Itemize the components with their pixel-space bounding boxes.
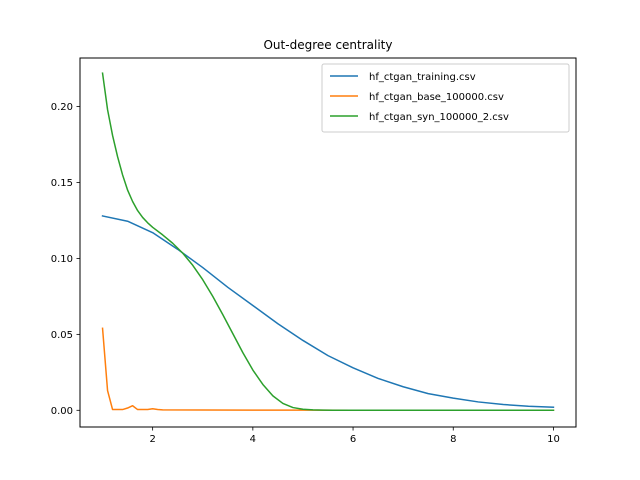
axes-frame bbox=[79, 57, 577, 428]
legend: hf_ctgan_training.csv hf_ctgan_base_10000… bbox=[321, 63, 570, 133]
legend-label-1: hf_ctgan_training.csv bbox=[369, 72, 476, 83]
y-tick-label: 0.10 bbox=[51, 254, 73, 265]
x-tick-label: 10 bbox=[547, 434, 560, 445]
series-line-3 bbox=[101, 72, 555, 412]
plot-area bbox=[101, 72, 555, 412]
chart-title: Out-degree centrality bbox=[263, 38, 392, 52]
x-tick-label: 4 bbox=[250, 434, 256, 445]
legend-box bbox=[321, 63, 570, 133]
legend-label-3: hf_ctgan_syn_100000_2.csv bbox=[369, 112, 509, 123]
series-line-1 bbox=[101, 215, 555, 409]
x-tick-label: 6 bbox=[350, 434, 356, 445]
y-tick-label: 0.00 bbox=[51, 406, 73, 417]
legend-label-2: hf_ctgan_base_100000.csv bbox=[369, 92, 504, 103]
y-tick-label: 0.15 bbox=[51, 178, 73, 189]
y-tick-label: 0.05 bbox=[51, 330, 73, 341]
x-tick-label: 2 bbox=[149, 434, 155, 445]
x-axis: 2 4 6 8 10 bbox=[149, 427, 560, 445]
y-tick-label: 0.20 bbox=[51, 102, 73, 113]
x-tick-label: 8 bbox=[450, 434, 456, 445]
y-axis: 0.00 0.05 0.10 0.15 0.20 bbox=[51, 102, 80, 417]
